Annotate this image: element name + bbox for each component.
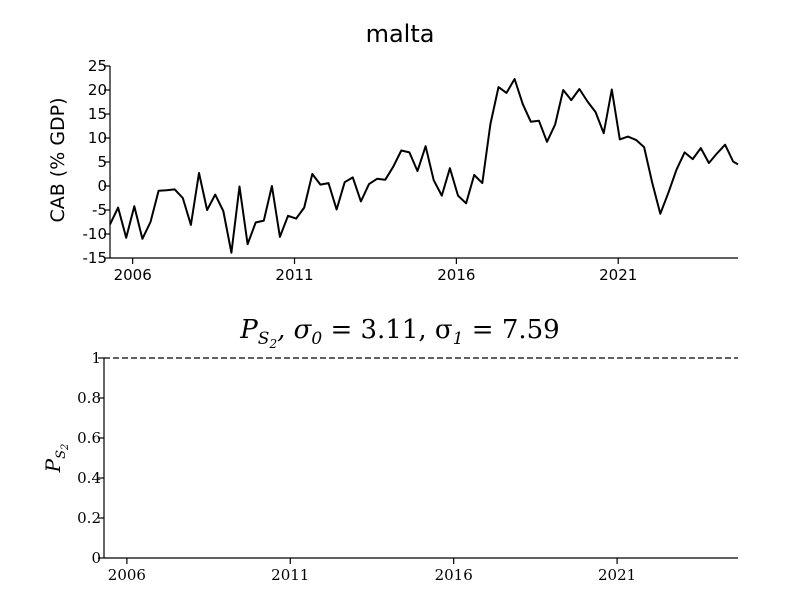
x-tick-label: 2021 xyxy=(598,566,636,584)
x-tick-label: 2011 xyxy=(275,266,313,284)
y-tick-label: -10 xyxy=(83,225,108,243)
x-tick-label: 2011 xyxy=(271,566,309,584)
y-tick-label: 15 xyxy=(88,105,107,123)
bottom-title-eq0: = 3.11, σ xyxy=(322,315,452,345)
bottom-axes xyxy=(103,358,738,559)
y-tick-label: -15 xyxy=(83,249,108,267)
bottom-title-sub2: 2 xyxy=(268,337,277,351)
bottom-title-s: S xyxy=(258,329,270,349)
y-tick-label: 10 xyxy=(88,129,107,147)
bottom-ylabel-p: P xyxy=(41,458,65,473)
y-tick-label: 0.2 xyxy=(77,509,101,527)
top-panel: malta CAB (% GDP) 25 20 15 10 5 0 -5 -10 -15 200… xyxy=(47,20,739,284)
bottom-title-sub0: 0 xyxy=(311,329,322,349)
y-tick-label: 0.6 xyxy=(77,429,101,447)
top-x-ticks: 2006 2011 2016 2021 xyxy=(114,258,637,284)
x-tick-label: 2006 xyxy=(114,266,152,284)
y-tick-label: 1 xyxy=(91,349,101,367)
top-title: malta xyxy=(366,20,435,48)
y-tick-label: 20 xyxy=(88,81,107,99)
top-y-axis-label: CAB (% GDP) xyxy=(47,97,69,222)
bottom-title: PS2, σ0 = 3.11, σ1 = 7.59 xyxy=(239,315,559,351)
top-y-ticks: 25 20 15 10 5 0 -5 -10 -15 xyxy=(83,57,110,267)
bottom-y-axis-label: PS2 xyxy=(41,444,71,474)
bottom-ylabel-sub2: 2 xyxy=(60,444,71,451)
bottom-title-p: P xyxy=(239,315,258,345)
bottom-y-ticks: 1 0.8 0.6 0.4 0.2 0 xyxy=(77,349,104,567)
y-tick-label: -5 xyxy=(92,201,107,219)
cab-series-line xyxy=(109,78,739,254)
bottom-panel: PS2, σ0 = 3.11, σ1 = 7.59 PS2 10.80.60.4… xyxy=(41,315,738,584)
y-tick-label: 0 xyxy=(97,177,107,195)
bottom-x-ticks: 2006 2011 2016 2021 xyxy=(108,558,636,584)
x-tick-label: 2016 xyxy=(437,266,475,284)
bottom-ylabel-s: S xyxy=(54,450,69,459)
x-tick-label: 2006 xyxy=(108,566,146,584)
y-tick-label: 0.8 xyxy=(77,389,101,407)
bottom-title-eq1: = 7.59 xyxy=(464,315,560,345)
y-tick-label: 0.4 xyxy=(77,469,101,487)
y-tick-label: 25 xyxy=(88,57,107,75)
x-tick-label: 2021 xyxy=(599,266,637,284)
bottom-title-sub1: 1 xyxy=(453,329,464,349)
y-tick-label: 5 xyxy=(97,153,107,171)
bottom-title-rest: , σ xyxy=(277,315,313,345)
top-axes xyxy=(109,66,738,259)
top-series xyxy=(109,78,739,254)
x-tick-label: 2016 xyxy=(435,566,473,584)
y-tick-label: 0 xyxy=(91,549,101,567)
